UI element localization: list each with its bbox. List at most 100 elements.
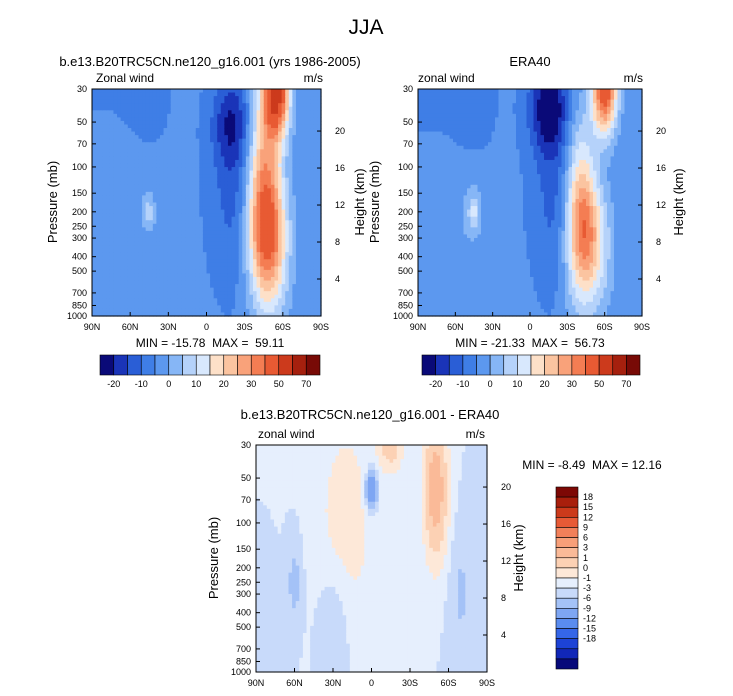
field-cell	[206, 230, 211, 236]
field-cell	[245, 273, 251, 278]
field-cell	[206, 312, 211, 317]
field-cell	[267, 106, 272, 111]
field-cell	[202, 312, 208, 317]
field-cell	[149, 255, 154, 260]
field-cell	[174, 177, 179, 182]
field-cell	[317, 142, 322, 147]
field-cell	[167, 198, 172, 204]
field-cell	[163, 191, 168, 197]
field-cell	[238, 276, 243, 282]
field-cell	[131, 181, 136, 186]
field-cell	[242, 298, 247, 303]
field-cell	[92, 174, 97, 179]
field-cell	[310, 145, 315, 150]
field-cell	[106, 213, 111, 218]
field-cell	[177, 202, 183, 207]
field-cell	[278, 206, 283, 211]
field-cell	[278, 120, 283, 126]
field-cell	[174, 259, 179, 264]
field-cell	[217, 280, 222, 285]
field-cell	[425, 92, 430, 97]
field-cell	[113, 312, 118, 317]
field-cell	[134, 89, 140, 94]
field-cell	[238, 152, 243, 157]
field-cell	[432, 96, 437, 101]
field-cell	[220, 120, 225, 126]
field-cell	[152, 287, 158, 292]
field-cell	[185, 177, 190, 182]
field-cell	[109, 152, 115, 157]
field-cell	[235, 145, 240, 150]
field-cell	[446, 167, 451, 172]
field-cell	[313, 131, 319, 136]
field-cell	[260, 301, 265, 306]
field-cell	[202, 103, 208, 108]
field-cell	[109, 99, 115, 104]
field-cell	[170, 284, 175, 289]
field-cell	[439, 89, 444, 94]
field-cell	[425, 145, 430, 150]
field-cell	[220, 149, 225, 154]
field-cell	[270, 149, 276, 154]
field-cell	[120, 213, 125, 218]
field-cell	[185, 216, 190, 221]
field-cell	[256, 255, 261, 260]
field-cell	[231, 159, 236, 165]
field-cell	[249, 170, 254, 175]
field-cell	[202, 227, 208, 232]
field-cell	[256, 269, 261, 275]
field-cell	[260, 291, 265, 296]
field-cell	[145, 159, 150, 165]
field-cell	[120, 117, 125, 122]
field-cell	[99, 284, 104, 289]
field-cell	[442, 142, 447, 147]
field-cell	[306, 89, 311, 94]
field-cell	[281, 291, 286, 296]
field-cell	[456, 92, 461, 97]
field-cell	[152, 103, 158, 108]
field-cell	[313, 135, 319, 140]
field-cell	[231, 241, 236, 246]
field-cell	[449, 252, 454, 257]
colorbar-label: 10	[191, 379, 201, 389]
field-cell	[102, 177, 107, 182]
field-cell	[134, 174, 140, 179]
field-cell	[270, 298, 276, 303]
field-cell	[202, 202, 208, 207]
field-cell	[149, 291, 154, 296]
field-cell	[170, 287, 175, 292]
field-cell	[253, 301, 258, 306]
field-cell	[95, 138, 100, 143]
field-cell	[124, 170, 129, 175]
field-cell	[117, 213, 122, 218]
field-cell	[278, 284, 283, 289]
field-cell	[313, 198, 319, 204]
field-cell	[238, 227, 243, 232]
field-cell	[235, 298, 240, 303]
field-cell	[432, 174, 437, 179]
field-cell	[95, 273, 100, 278]
field-cell	[106, 298, 111, 303]
field-cell	[306, 220, 311, 225]
field-cell	[281, 184, 286, 189]
field-cell	[442, 312, 447, 317]
field-cell	[425, 131, 430, 136]
field-cell	[249, 159, 254, 165]
field-cell	[152, 106, 158, 111]
field-cell	[227, 273, 233, 278]
field-cell	[449, 156, 454, 161]
field-cell	[149, 305, 154, 310]
field-cell	[267, 312, 272, 317]
field-cell	[227, 202, 233, 207]
field-cell	[292, 287, 297, 292]
field-cell	[456, 156, 461, 161]
field-cell	[263, 149, 268, 154]
field-cell	[306, 195, 311, 200]
field-cell	[220, 138, 225, 143]
field-cell	[267, 262, 272, 267]
field-cell	[456, 145, 461, 150]
field-cell	[156, 230, 161, 236]
field-cell	[106, 269, 111, 275]
field-cell	[270, 262, 276, 267]
